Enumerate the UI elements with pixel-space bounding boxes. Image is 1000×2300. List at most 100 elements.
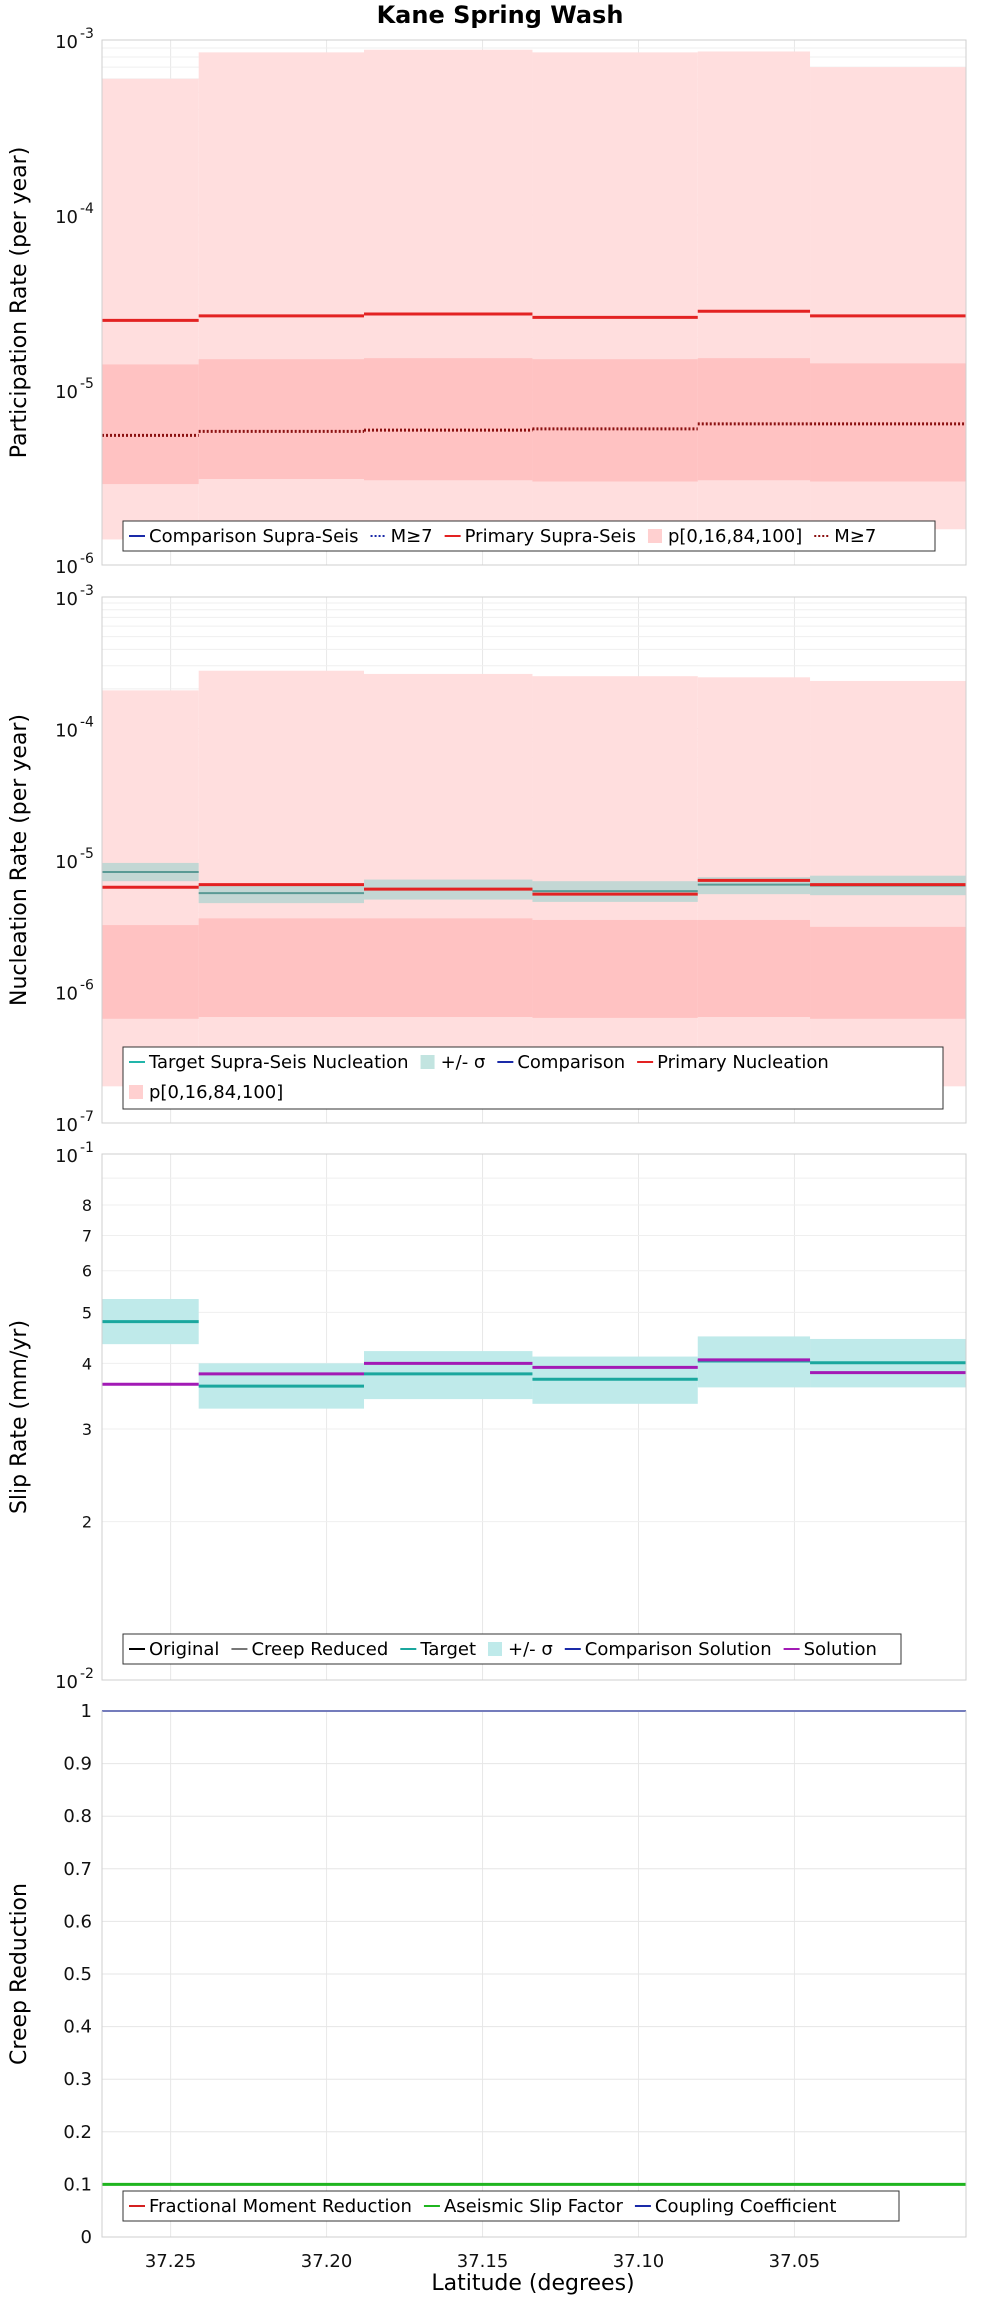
y-tick-label: 0.3 <box>63 2069 92 2090</box>
plot-frame <box>101 1153 967 1681</box>
y-tick-label: 10 <box>55 1146 78 1167</box>
series-p-0-16-84-100--bin-2 <box>198 670 365 1085</box>
panel-4: 0 0.1 0.2 0.3 0.4 0.5 0.6 0.7 0.8 0.9 1 Creep Reduc… <box>7 1701 967 2248</box>
legend-label: Aseismic Slip Factor <box>444 2196 624 2217</box>
legend-item: Fractional Moment Reduction <box>129 2196 412 2217</box>
series-group <box>102 670 966 1087</box>
legend-item: p[0,16,84,100] <box>129 1082 283 1103</box>
x-tick-label: 37.20 <box>301 2251 353 2272</box>
legend-label: +/- σ <box>508 1639 553 1660</box>
x-axis-label: Latitude (degrees) <box>431 2271 634 2296</box>
legend-label: Creep Reduced <box>251 1639 388 1660</box>
series-band-1-bin-2 <box>198 918 365 1017</box>
y-tick-exponent: -4 <box>80 715 94 731</box>
y-tick-label: 0.8 <box>63 1806 92 1827</box>
y-tick-label: 10 <box>55 32 78 53</box>
legend-item: Coupling Coefficient <box>634 2196 836 2217</box>
y-axis-label: Slip Rate (mm/yr) <box>7 1320 32 1514</box>
y-tick-label: 0.9 <box>63 1754 92 1775</box>
series-band-1-bin-5 <box>697 919 811 1017</box>
legend-item: Primary Nucleation <box>637 1052 829 1073</box>
legend-swatch <box>647 529 662 543</box>
y-tick-exponent: -3 <box>80 26 94 42</box>
y-tick-exponent: -3 <box>80 583 94 599</box>
y-tick-label: 5 <box>82 1303 92 1322</box>
series-band-1-bin-3 <box>364 918 533 1017</box>
legend-item: Creep Reduced <box>231 1639 388 1660</box>
y-tick-label: 10 <box>55 721 78 742</box>
y-tick-label: 0.6 <box>63 1911 92 1932</box>
y-tick-exponent: -4 <box>80 201 94 217</box>
series-band-1-bin-1 <box>102 925 199 1019</box>
legend-item: Primary Supra-Seis <box>444 526 636 547</box>
y-tick-label: 10 <box>55 207 78 228</box>
legend-label: Primary Nucleation <box>657 1052 829 1073</box>
y-tick-label: 1 <box>81 1701 92 1722</box>
legend-item: Comparison Supra-Seis <box>129 526 359 547</box>
y-axis-label: Nucleation Rate (per year) <box>7 714 32 1006</box>
legend-box <box>122 520 936 552</box>
y-tick-label: 10 <box>55 589 78 610</box>
y-tick-label: 0.7 <box>63 1859 92 1880</box>
legend-label: p[0,16,84,100] <box>149 1082 283 1103</box>
legend: Original Creep Reduced Target +/- σ Comparis… <box>122 1633 902 1665</box>
series-p-0-16-84-100--bin-3 <box>364 673 533 1085</box>
legend-label: p[0,16,84,100] <box>668 526 802 547</box>
y-tick-exponent: -6 <box>80 978 94 994</box>
legend-label: Target Supra-Seis Nucleation <box>148 1052 409 1073</box>
y-tick-label: 0.4 <box>63 2017 92 2038</box>
legend-label: Original <box>149 1639 219 1660</box>
legend-label: M≥7 <box>834 526 876 547</box>
y-tick-exponent: -5 <box>80 376 94 392</box>
x-axis: 37.25 37.20 37.15 37.10 37.05 <box>145 2251 820 2272</box>
legend-label: Target <box>419 1639 476 1660</box>
y-tick-label: 2 <box>82 1513 92 1532</box>
series-band-1-bin-6 <box>810 926 966 1019</box>
y-tick-label: 0 <box>81 2227 92 2248</box>
y-tick-exponent: -7 <box>80 1109 94 1125</box>
y-tick-label: 10 <box>55 984 78 1005</box>
x-tick-label: 37.10 <box>613 2251 665 2272</box>
series-band-1-bin-5 <box>697 358 811 481</box>
legend-item: Aseismic Slip Factor <box>423 2196 624 2217</box>
plot-frame <box>101 39 967 566</box>
legend: Comparison Supra-Seis M≥7 Primary Supra-Se… <box>122 520 936 552</box>
legend-label: Solution <box>804 1639 877 1660</box>
series-band-1-bin-3 <box>364 358 533 481</box>
legend-label: Primary Supra-Seis <box>465 526 636 547</box>
legend-item: M≥7 <box>814 526 876 547</box>
y-tick-label: 6 <box>82 1262 92 1281</box>
legend-label: M≥7 <box>391 526 433 547</box>
y-tick-label: 4 <box>82 1354 92 1373</box>
y-axis: 0 0.1 0.2 0.3 0.4 0.5 0.6 0.7 0.8 0.9 1 Creep Reduc… <box>7 1701 92 2248</box>
y-axis-label: Participation Rate (per year) <box>7 147 32 459</box>
legend-swatch <box>420 1055 435 1069</box>
y-tick-exponent: -5 <box>80 846 94 862</box>
chart-title: Kane Spring Wash <box>377 1 624 29</box>
y-tick-label: 10 <box>55 1672 78 1693</box>
plot-area <box>102 1154 966 1680</box>
y-tick-label: 10 <box>55 852 78 873</box>
y-tick-label: 8 <box>82 1196 92 1215</box>
legend-item: Target Supra-Seis Nucleation <box>129 1052 409 1073</box>
y-tick-label: 3 <box>82 1420 92 1439</box>
x-tick-label: 37.05 <box>769 2251 821 2272</box>
y-tick-label: 10 <box>55 1115 78 1136</box>
y-tick-label: 0.1 <box>63 2174 92 2195</box>
legend-item: Original <box>129 1639 219 1660</box>
y-tick-label: 10 <box>55 557 78 578</box>
y-tick-label: 7 <box>82 1226 92 1245</box>
y-tick-label: 0.2 <box>63 2122 92 2143</box>
legend-label: Comparison Solution <box>585 1639 772 1660</box>
series-band-1-bin-4 <box>532 919 698 1018</box>
legend-box <box>122 1633 902 1665</box>
plot-frame <box>101 1710 967 2238</box>
y-tick-label: 10 <box>55 382 78 403</box>
legend-label: Coupling Coefficient <box>655 2196 836 2217</box>
